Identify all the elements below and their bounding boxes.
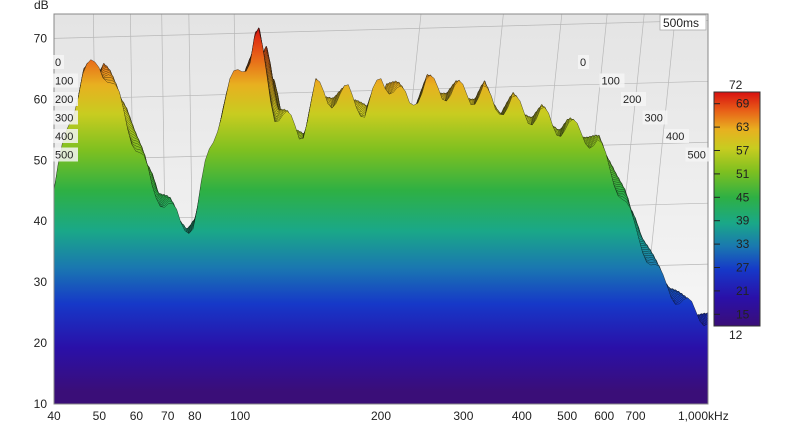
time-depth-label-box: 500ms xyxy=(659,14,707,31)
time-tick-left-bg-4 xyxy=(53,129,78,143)
plot-frame xyxy=(53,13,709,405)
colorbar-tick-label-8: 21 xyxy=(736,284,750,298)
y-axis-label: dB xyxy=(34,0,49,12)
x-tick-label-11: 700 xyxy=(626,409,646,423)
y-axis-ticks: 10 20 30 40 50 60 70 xyxy=(34,31,48,411)
y-tick-label-0: 10 xyxy=(34,397,48,411)
time-tick-right-1: 100 xyxy=(602,76,620,88)
time-axis-ticks-left: 0 100 200 300 400 500 xyxy=(53,55,78,162)
time-depth-label: 500ms xyxy=(663,16,699,30)
x-tick-label-10: 600 xyxy=(594,409,614,423)
colorbar-tick-label-6: 33 xyxy=(736,237,750,251)
time-tick-left-5: 500 xyxy=(55,150,73,162)
x-tick-label-9: 500 xyxy=(557,409,577,423)
y-tick-label-6: 70 xyxy=(34,31,48,45)
y-tick-label-4: 50 xyxy=(34,153,48,167)
time-tick-right-bg-5 xyxy=(685,147,711,162)
time-tick-left-2: 200 xyxy=(55,94,73,106)
x-tick-label-7: 300 xyxy=(453,409,473,423)
time-tick-left-bg-5 xyxy=(53,147,78,162)
colorbar-tick-label-9: 15 xyxy=(736,307,750,321)
colorbar-tick-label-7: 27 xyxy=(736,261,750,275)
x-tick-label-5: 100 xyxy=(230,409,250,423)
x-tick-label-3: 70 xyxy=(161,409,175,423)
colorbar: 72 12 69 63 57 51 45 39 33 27 21 15 xyxy=(713,78,761,342)
time-tick-left-1: 100 xyxy=(55,76,73,88)
time-tick-right-3: 300 xyxy=(645,113,663,125)
time-tick-left-0: 0 xyxy=(55,57,61,69)
colorbar-tick-label-0: 69 xyxy=(736,97,750,111)
colorbar-tick-label-4: 45 xyxy=(736,190,750,204)
time-tick-right-bg-0 xyxy=(578,55,589,69)
time-tick-right-bg-3 xyxy=(642,110,668,125)
colorbar-tick-label-2: 57 xyxy=(736,144,750,158)
time-tick-left-bg-2 xyxy=(53,92,78,106)
x-axis-ticks: 40 50 60 70 80 100 200 300 400 500 600 700 1,000kHz xyxy=(47,409,728,423)
colorbar-gradient xyxy=(713,91,761,327)
colorbar-tick-label-5: 39 xyxy=(736,214,750,228)
grid-line-v-0 xyxy=(54,381,55,404)
colorbar-tick-label-1: 63 xyxy=(736,120,750,134)
x-tick-label-4: 80 xyxy=(188,409,202,423)
grid-line-h-6 xyxy=(54,20,708,39)
time-tick-right-5: 500 xyxy=(688,150,706,162)
time-tick-right-2: 200 xyxy=(623,94,641,106)
colorbar-min-label: 12 xyxy=(729,328,743,342)
y-tick-label-2: 30 xyxy=(34,275,48,289)
waterfall-slice-0 xyxy=(54,27,708,404)
time-tick-right-bg-2 xyxy=(621,92,646,106)
colorbar-ticks: 69 63 57 51 45 39 33 27 21 15 xyxy=(714,97,750,321)
time-tick-right-4: 400 xyxy=(666,131,684,143)
y-tick-label-5: 60 xyxy=(34,92,48,106)
time-tick-left-bg-1 xyxy=(53,73,78,88)
time-tick-left-bg-0 xyxy=(53,55,64,69)
time-tick-right-bg-1 xyxy=(599,73,625,88)
colorbar-tick-label-3: 51 xyxy=(736,167,750,181)
time-tick-left-3: 300 xyxy=(55,113,73,125)
x-tick-label-6: 200 xyxy=(371,409,391,423)
waterfall-slices xyxy=(54,26,708,404)
time-tick-right-bg-4 xyxy=(664,129,689,143)
time-tick-left-4: 400 xyxy=(55,131,73,143)
time-tick-left-bg-3 xyxy=(53,110,78,125)
x-tick-label-1: 50 xyxy=(93,409,107,423)
y-tick-label-1: 20 xyxy=(34,336,48,350)
x-tick-label-8: 400 xyxy=(512,409,532,423)
colorbar-max-label: 72 xyxy=(729,78,743,92)
x-tick-label-2: 60 xyxy=(130,409,144,423)
y-tick-label-3: 40 xyxy=(34,214,48,228)
x-tick-label-0: 40 xyxy=(47,409,61,423)
time-tick-right-0: 0 xyxy=(580,57,586,69)
x-tick-label-12: 1,000kHz xyxy=(678,409,729,423)
